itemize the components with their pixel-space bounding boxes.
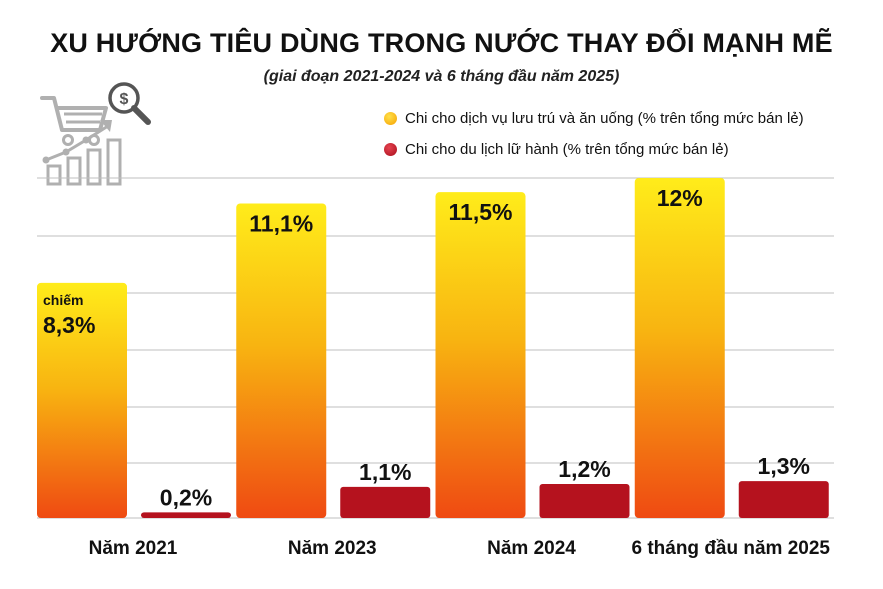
bar-travel-0: [141, 512, 231, 518]
shopping-cart-growth-icon: $: [40, 82, 151, 186]
annotation-prefix: chiếm: [43, 292, 83, 308]
category-label-2: Năm 2024: [487, 538, 576, 559]
label-travel-0: 0,2%: [160, 484, 212, 510]
bar-accommodation-0: [37, 282, 127, 518]
bar-travel-3: [738, 481, 829, 518]
bars: [37, 178, 829, 518]
chart-title: XU HƯỚNG TIÊU DÙNG TRONG NƯỚC THAY ĐỔI M…: [50, 28, 833, 58]
bar-accommodation-2: [435, 192, 526, 518]
legend-swatch-accommodation: [384, 112, 397, 125]
category-label-3: 6 tháng đầu năm 2025: [631, 538, 830, 559]
label-accommodation-0: 8,3%: [43, 312, 95, 338]
label-accommodation-3: 12%: [657, 185, 703, 211]
bar-accommodation-1: [236, 203, 327, 518]
legend-item-travel: Chi cho du lịch lữ hành (% trên tổng mức…: [384, 141, 729, 158]
label-travel-1: 1,1%: [359, 459, 411, 485]
category-label-1: Năm 2023: [288, 538, 377, 559]
category-label-0: Năm 2021: [89, 538, 178, 559]
legend-label-travel: Chi cho du lịch lữ hành (% trên tổng mức…: [405, 141, 729, 158]
label-accommodation-2: 11,5%: [449, 199, 513, 225]
legend-swatch-travel: [384, 143, 397, 156]
bar-travel-1: [340, 486, 431, 518]
label-travel-2: 1,2%: [558, 456, 610, 482]
bar-travel-2: [539, 484, 630, 518]
label-accommodation-1: 11,1%: [249, 211, 313, 237]
labels: chiếm 8,3% 0,2% Năm 2021 11,1% 1,1% Năm 2023 11…: [43, 185, 830, 559]
legend-label-accommodation: Chi cho dịch vụ lưu trú và ăn uống (% tr…: [405, 110, 804, 127]
chart-subtitle: (giai đoạn 2021-2024 và 6 tháng đầu năm …: [263, 68, 620, 85]
label-travel-3: 1,3%: [758, 453, 810, 479]
bar-accommodation-3: [634, 178, 725, 518]
legend-item-accommodation: Chi cho dịch vụ lưu trú và ăn uống (% tr…: [384, 110, 804, 127]
svg-text:$: $: [120, 91, 129, 108]
